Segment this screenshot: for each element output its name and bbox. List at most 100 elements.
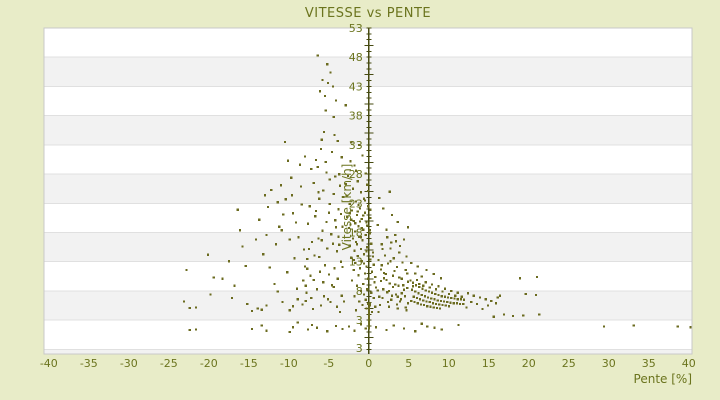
data-point [397,284,400,287]
data-point [443,295,446,298]
data-point [330,233,333,236]
data-point [439,299,442,303]
data-point [262,253,265,256]
data-point [431,302,434,305]
data-point [355,240,358,244]
data-point [317,237,320,240]
data-point [335,324,338,328]
data-point [367,325,370,328]
data-point [316,54,319,57]
data-point [291,194,294,197]
data-point [362,214,365,217]
data-point [443,300,446,303]
data-point [288,238,291,241]
data-point [367,316,370,319]
data-point [353,249,356,252]
data-point [479,296,482,299]
plot-band [44,174,692,204]
data-point [331,85,334,88]
data-point [386,236,389,239]
data-point [348,212,351,215]
plot-band [44,57,692,87]
data-point [450,289,453,293]
y-tick-label: 3 [356,314,363,327]
data-point [310,296,313,300]
data-point [414,290,417,293]
data-point [459,302,462,305]
data-point [365,221,368,224]
data-point [603,325,606,328]
data-point [265,329,268,332]
data-point [358,235,361,238]
data-point [349,223,352,226]
data-point [387,301,390,304]
data-point [335,226,338,229]
data-point [447,296,450,299]
data-point [395,240,398,243]
data-point [367,315,370,318]
data-point [301,303,304,306]
data-point [410,299,413,303]
data-point [361,154,364,157]
data-point [350,218,353,221]
data-point [424,281,427,284]
data-point [472,294,475,297]
data-point [321,78,324,82]
data-point [400,292,403,295]
data-point [420,322,423,325]
data-point [391,294,394,297]
data-point [465,306,468,309]
data-point [360,226,363,230]
data-point [300,203,303,206]
data-point [410,261,413,265]
data-point [419,298,422,301]
data-point [343,300,346,303]
data-point [396,220,399,224]
data-point [387,305,390,308]
data-point [411,285,414,288]
data-point [315,326,318,329]
data-point [347,325,350,328]
data-point [383,271,386,274]
data-point [421,287,424,290]
data-point [390,241,393,244]
data-point [368,229,371,232]
data-point [384,272,387,276]
data-point [288,330,291,333]
data-point [355,213,358,217]
data-point [418,285,421,289]
data-point [360,260,363,263]
y-tick-label: 48 [349,51,363,64]
data-point [368,302,371,305]
data-point [280,229,283,232]
data-point [336,277,339,280]
data-point [304,284,307,287]
data-point [338,173,341,176]
data-point [372,296,375,300]
data-point [387,262,390,265]
data-point [207,253,210,256]
data-point [347,174,350,178]
data-point [364,298,367,301]
data-point [415,278,418,282]
data-point [395,303,398,306]
data-point [195,306,198,309]
data-point [239,229,242,232]
data-point [487,304,490,307]
data-point [183,300,186,303]
data-point [435,306,438,310]
data-point [430,297,433,300]
y-tick-label: 8 [356,285,363,298]
data-point [212,276,215,279]
data-point [340,294,343,297]
data-point [332,115,335,119]
data-point [428,286,431,289]
data-point [341,327,344,331]
data-point [367,322,370,325]
data-point [420,293,423,297]
data-point [426,305,429,308]
data-point [327,211,330,214]
data-point [490,299,493,303]
data-point [409,279,412,282]
